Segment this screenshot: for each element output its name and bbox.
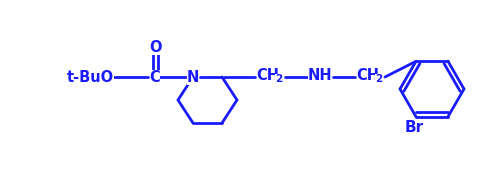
Text: CH: CH [256,67,280,82]
Text: N: N [187,70,199,84]
Text: C: C [149,70,160,84]
Text: CH: CH [356,67,380,82]
Text: 2: 2 [375,74,383,84]
Text: t-BuO: t-BuO [67,70,113,84]
Text: Br: Br [404,120,423,135]
Text: O: O [149,39,161,55]
Text: NH: NH [308,67,332,82]
Text: 2: 2 [276,74,282,84]
